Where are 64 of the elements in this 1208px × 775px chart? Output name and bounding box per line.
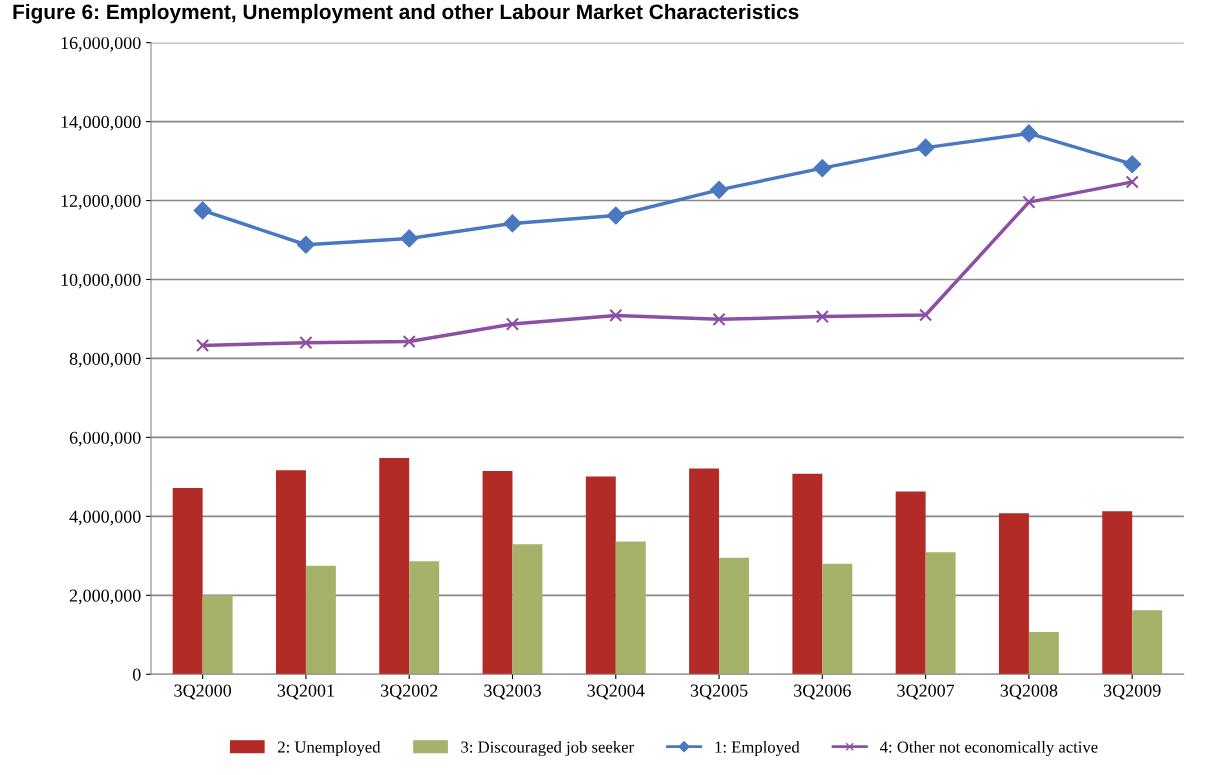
x-tick-label: 3Q2003 bbox=[484, 684, 541, 700]
x-tick-label: 3Q2005 bbox=[690, 684, 748, 700]
y-tick-label: 12,000,000 bbox=[61, 194, 141, 210]
point bbox=[609, 308, 623, 322]
point bbox=[193, 201, 212, 220]
x-tick-label: 3Q2008 bbox=[1000, 684, 1058, 700]
bar bbox=[379, 457, 410, 675]
x-tick-label: 3Q2006 bbox=[794, 684, 851, 700]
bar bbox=[409, 561, 440, 675]
y-tick-label: 4,000,000 bbox=[69, 510, 141, 526]
legend-label: 2: Unemployed bbox=[278, 740, 381, 757]
point bbox=[1020, 124, 1038, 143]
point bbox=[606, 206, 625, 225]
bar bbox=[822, 563, 853, 675]
chart-title: Figure 6: Employment, Unemployment and other Labour Market Characteristics bbox=[13, 3, 799, 24]
x-tick-label: 3Q2007 bbox=[897, 684, 955, 700]
bar bbox=[1028, 632, 1059, 675]
bar bbox=[202, 595, 233, 675]
bar bbox=[615, 541, 646, 675]
point bbox=[712, 312, 726, 326]
point bbox=[1125, 175, 1139, 189]
bar bbox=[1102, 511, 1133, 675]
point bbox=[196, 338, 210, 353]
bar bbox=[925, 552, 956, 675]
y-tick-label: 10,000,000 bbox=[61, 273, 141, 289]
point bbox=[1022, 195, 1036, 209]
bar bbox=[1132, 610, 1163, 675]
legend-label: 4: Other not economically active bbox=[880, 740, 1098, 757]
bar bbox=[512, 544, 543, 675]
point bbox=[503, 214, 522, 233]
bar bbox=[719, 557, 750, 675]
point bbox=[400, 229, 419, 248]
y-tick-label: 0 bbox=[132, 668, 141, 681]
point bbox=[297, 235, 315, 254]
x-tick-label: 3Q2002 bbox=[380, 684, 438, 700]
y-tick-label: 16,000,000 bbox=[61, 36, 141, 52]
x-tick-label: 3Q2004 bbox=[587, 684, 645, 700]
bar bbox=[998, 513, 1029, 675]
bar bbox=[895, 491, 926, 675]
bar bbox=[792, 473, 823, 675]
x-tick-label: 3Q2001 bbox=[277, 684, 334, 700]
point bbox=[815, 310, 829, 324]
legend-label: 1: Employed bbox=[715, 740, 800, 757]
point bbox=[402, 334, 416, 349]
bar bbox=[482, 470, 513, 675]
bar bbox=[305, 565, 336, 675]
bar bbox=[585, 476, 616, 675]
point bbox=[299, 336, 313, 350]
bar bbox=[275, 470, 306, 675]
y-tick-label: 8,000,000 bbox=[69, 352, 141, 368]
point bbox=[710, 180, 728, 199]
point bbox=[505, 317, 520, 331]
bar bbox=[689, 468, 720, 675]
point bbox=[919, 308, 933, 322]
y-tick-label: 6,000,000 bbox=[69, 431, 141, 447]
y-tick-label: 14,000,000 bbox=[61, 115, 141, 131]
legend-label: 3: Discouraged job seeker bbox=[461, 740, 634, 757]
point bbox=[813, 159, 832, 178]
x-tick-label: 3Q2000 bbox=[174, 684, 232, 700]
point bbox=[1123, 155, 1142, 174]
y-tick-label: 2,000,000 bbox=[69, 589, 141, 605]
x-tick-label: 3Q2009 bbox=[1103, 684, 1161, 700]
bar bbox=[172, 487, 203, 675]
point bbox=[916, 138, 935, 157]
